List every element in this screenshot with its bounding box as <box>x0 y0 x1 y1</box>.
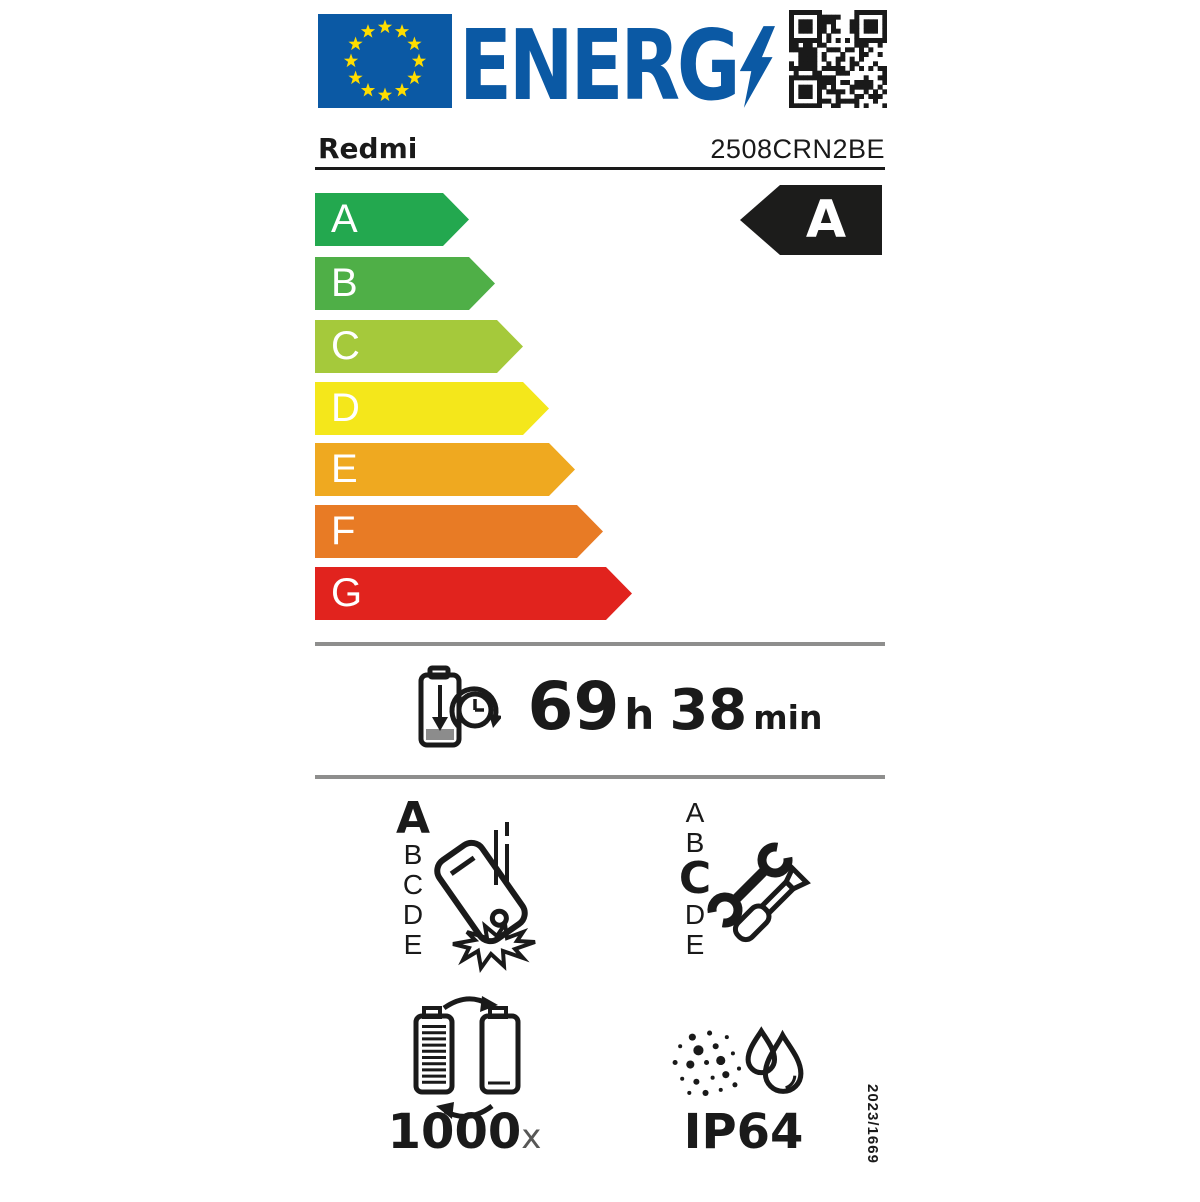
cycles-unit: x <box>521 1117 542 1157</box>
endurance-minutes: 38 <box>669 678 748 743</box>
endurance-hours-unit: h <box>624 690 655 739</box>
grade-bar-d: D <box>315 382 549 435</box>
dust-water-drops-icon <box>672 1026 804 1096</box>
phone-drop-impact-icon <box>434 822 536 974</box>
section-divider <box>315 775 885 779</box>
grade-letter: F <box>331 509 356 553</box>
grade-bar-e: E <box>315 443 575 496</box>
class-letter: B <box>403 839 423 870</box>
grade-letter: A <box>331 197 358 241</box>
free-fall-class-scale: A B C D E <box>389 793 437 960</box>
model-number: 2508CRN2BE <box>710 134 885 164</box>
grade-bar-f: F <box>315 505 603 558</box>
grade-letter: G <box>331 571 363 615</box>
class-letter: B <box>685 827 705 858</box>
class-letter: C <box>402 869 424 900</box>
energy-rating-arrow: A <box>740 185 882 255</box>
class-letter: A <box>685 797 705 828</box>
grade-letter: B <box>331 261 358 305</box>
class-letter: A <box>395 793 431 844</box>
cycles-number: 1000 <box>387 1104 522 1160</box>
grade-letter: D <box>331 386 360 430</box>
header-divider <box>315 167 885 170</box>
brand-name: Redmi <box>318 132 418 165</box>
ip-rating-value: IP64 <box>683 1104 804 1160</box>
class-letter: D <box>684 899 706 930</box>
qr-code-icon <box>789 10 887 108</box>
grade-letter: C <box>331 324 360 368</box>
grade-bar-g: G <box>315 567 632 620</box>
endurance-hours: 69 <box>527 668 620 745</box>
battery-discharge-clock-icon <box>418 665 501 748</box>
battery-cycles-value: 1000x <box>362 1104 567 1160</box>
endurance-minutes-unit: min <box>753 698 823 737</box>
grade-letter: E <box>331 447 358 491</box>
lightning-bolt-icon <box>739 26 775 108</box>
battery-endurance-value: 69 h 38 min <box>490 668 860 750</box>
eu-flag-icon <box>318 14 452 108</box>
grade-bar-a: A <box>315 193 469 246</box>
class-letter: C <box>678 853 712 904</box>
class-letter: E <box>685 929 705 960</box>
energy-label: ENERG Redmi 2508CRN2BE A B C D E F G A 6… <box>315 8 887 1195</box>
class-letter: E <box>403 929 423 960</box>
grade-bar-c: C <box>315 320 523 373</box>
energ-logo-text: ENERG <box>459 8 741 122</box>
section-divider <box>315 642 885 646</box>
repairability-class-scale: A B C D E <box>671 798 719 960</box>
grade-bar-b: B <box>315 257 495 310</box>
wrench-screwdriver-icon <box>707 842 811 943</box>
class-letter: D <box>402 899 424 930</box>
battery-recycle-icon <box>413 996 521 1119</box>
regulation-number: 2023/1669 <box>864 1084 881 1164</box>
